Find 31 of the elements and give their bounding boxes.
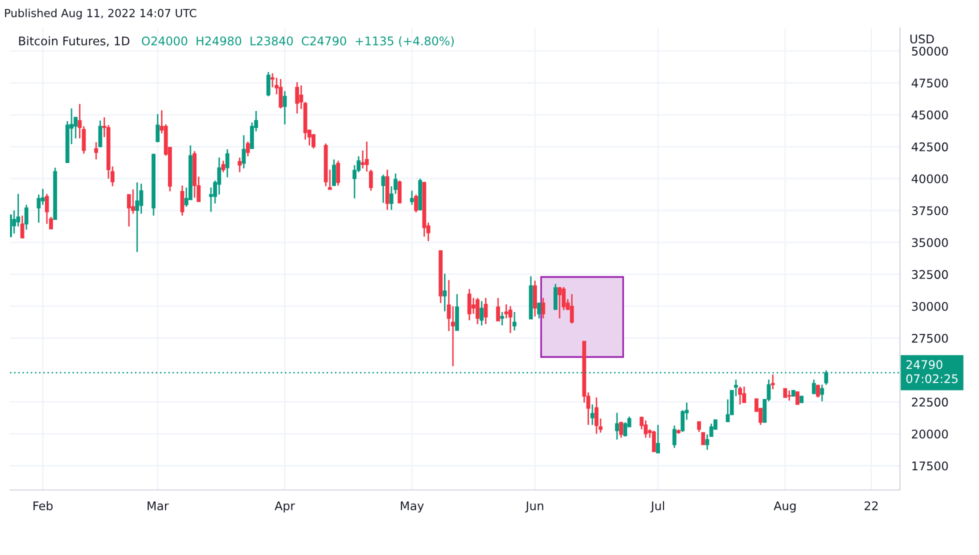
- candlestick: [701, 432, 706, 446]
- x-tick-label: Apr: [274, 501, 296, 513]
- x-tick-label: May: [400, 501, 424, 513]
- candlestick: [796, 391, 800, 405]
- y-tick-label: 37500: [912, 206, 948, 216]
- y-tick-label: 40000: [912, 174, 948, 184]
- x-tick-label: Jul: [650, 501, 664, 512]
- text: O24000 H24980 L23840 C24790 +1135 (+4.80%): [142, 36, 454, 47]
- x-tick-label: 22: [864, 501, 878, 510]
- ref-line-label: 24790: [906, 360, 942, 370]
- y-tick-label: 22500: [912, 398, 948, 407]
- y-tick-label: 17500: [912, 461, 948, 470]
- candlestick: [783, 388, 788, 398]
- text: Bitcoin Futures, 1D: [19, 36, 130, 47]
- y-tick-label: 47500: [912, 78, 948, 88]
- x-tick-label: Mar: [148, 501, 169, 510]
- y-axis-title: USD: [910, 34, 934, 44]
- x-tick-label: Jun: [525, 501, 544, 512]
- y-tick-label: 27500: [912, 334, 948, 343]
- text: 07:02:25: [906, 374, 958, 384]
- y-tick-label: 42500: [912, 142, 948, 152]
- y-tick-label: 45000: [912, 110, 948, 120]
- x-tick-label: Feb: [34, 501, 53, 510]
- text: Published Aug 11, 2022 14:07 UTC: [5, 8, 196, 20]
- candlestick: [791, 390, 796, 397]
- y-tick-label: 32500: [912, 270, 948, 279]
- y-tick-label: 50000: [912, 46, 948, 56]
- y-tick-label: 20000: [912, 430, 948, 438]
- y-tick-label: 30000: [912, 302, 948, 311]
- y-tick-label: 35000: [912, 238, 948, 248]
- x-tick-label: Aug: [774, 501, 796, 513]
